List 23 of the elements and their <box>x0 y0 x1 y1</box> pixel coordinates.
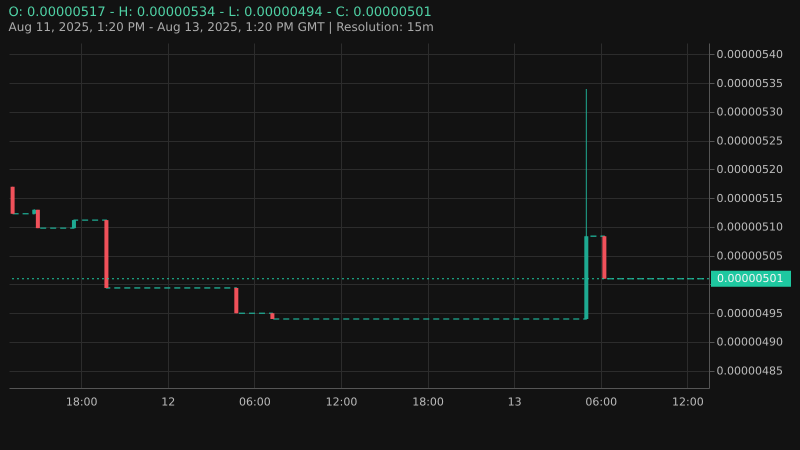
x-tick-label: 06:00 <box>585 396 618 408</box>
y-tick-label: 0.00000525 <box>716 134 783 148</box>
y-tick-label: 0.00000490 <box>716 336 783 348</box>
y-tick-label: 0.00000530 <box>716 106 783 118</box>
x-tick-label: 06:00 <box>239 396 271 408</box>
x-tick-label: 13 <box>508 396 522 408</box>
y-tick-label: 0.00000540 <box>716 48 783 61</box>
ref-line-label: 0.00000501 <box>717 272 784 285</box>
y-tick-label: 0.00000520 <box>716 163 783 176</box>
y-tick-label: 0.00000485 <box>716 364 783 378</box>
candlestick <box>36 209 40 229</box>
x-tick-label: 18:00 <box>412 396 444 408</box>
y-tick-label: 0.00000495 <box>716 306 783 320</box>
x-tick-label: 12 <box>161 396 176 408</box>
y-tick-label: 0.00000505 <box>716 249 783 262</box>
x-tick-label: 18:00 <box>66 396 98 408</box>
y-tick-label: 0.00000535 <box>716 76 783 90</box>
chart-title: O: 0.00000517 - H: 0.00000534 - L: 0.00000494 - C: 0.00000501 <box>8 5 432 20</box>
y-tick-label: 0.00000510 <box>716 220 783 234</box>
x-tick-label: 12:00 <box>672 396 704 408</box>
x-tick-label: 12:00 <box>326 396 358 408</box>
chart-subtitle: Aug 11, 2025, 1:20 PM - Aug 13, 2025, 1:20 PM GMT | Resolution: 15m <box>8 20 434 34</box>
y-tick-label: 0.00000515 <box>716 192 783 205</box>
